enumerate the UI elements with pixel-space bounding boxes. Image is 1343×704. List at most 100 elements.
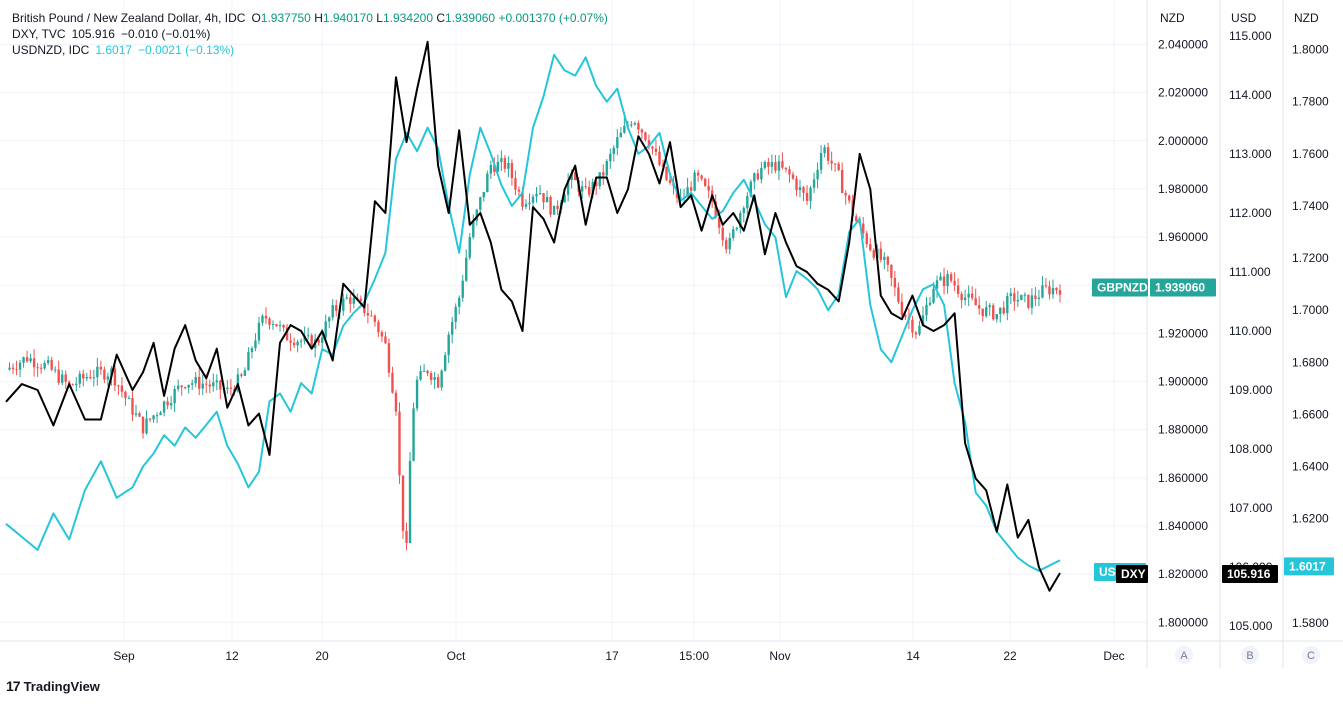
scale-button-c[interactable]: C bbox=[1302, 646, 1320, 664]
candle-body bbox=[949, 274, 953, 281]
candle-body bbox=[700, 175, 703, 179]
gbpnzd-candle bbox=[630, 120, 633, 128]
candle-body bbox=[18, 362, 22, 370]
candle-body bbox=[359, 298, 363, 302]
gbpnzd-candle bbox=[816, 162, 819, 189]
legend-row-main[interactable]: British Pound / New Zealand Dollar, 4h, … bbox=[12, 10, 608, 26]
legend-dxy-value: 105.916 bbox=[71, 27, 115, 41]
gbpnzd-candle bbox=[992, 303, 995, 321]
candle-body bbox=[999, 307, 1002, 315]
time-tick-label: Oct bbox=[447, 649, 466, 663]
gbpnzd-candle bbox=[124, 390, 127, 406]
candle-body bbox=[970, 293, 974, 299]
gbpnzd-candle bbox=[538, 185, 542, 195]
gbpnzd-candle bbox=[75, 377, 78, 392]
candle-body bbox=[183, 387, 187, 389]
candle-body bbox=[763, 161, 767, 168]
candle-body bbox=[623, 125, 626, 133]
candle-body bbox=[781, 161, 784, 168]
candle-body bbox=[735, 227, 738, 230]
legend-o-label: O bbox=[251, 11, 261, 25]
candle-body bbox=[152, 415, 155, 420]
gbpnzd-symbol-tag: GBPNZD bbox=[1092, 278, 1148, 297]
scale-button-b[interactable]: B bbox=[1241, 646, 1259, 664]
usdnzd-price-axis[interactable]: 1.8000 1.7800 1.7600 1.7400 1.7200 1.7000 1.68… bbox=[1292, 43, 1329, 630]
gbpnzd-candle bbox=[271, 320, 275, 330]
gbpnzd-candle bbox=[953, 272, 956, 292]
gbpnzd-candle bbox=[580, 180, 584, 200]
gbpnzd-value-tag-bg bbox=[1150, 278, 1216, 297]
scale-button-a[interactable]: A bbox=[1175, 646, 1193, 664]
gbpnzd-candle bbox=[644, 131, 647, 142]
candle-body bbox=[524, 204, 528, 207]
gbpnzd-candle bbox=[113, 365, 117, 392]
candle-body bbox=[865, 233, 868, 245]
gbpnzd-candle bbox=[960, 291, 963, 309]
candle-body bbox=[1023, 294, 1027, 296]
gbpnzd-candle bbox=[612, 145, 616, 162]
time-axis[interactable]: Sep 12 20 Oct 17 15:00 Nov 14 22 Dec bbox=[113, 649, 1124, 663]
dxy-tick-label: 114.000 bbox=[1229, 88, 1272, 102]
time-tick-label: 12 bbox=[225, 649, 239, 663]
gbpnzd-candle bbox=[401, 475, 405, 539]
gbpnzd-candle bbox=[658, 145, 661, 167]
candle-body bbox=[774, 162, 777, 171]
candle-body bbox=[43, 363, 46, 369]
candle-body bbox=[461, 280, 464, 298]
gbpnzd-tick-label: 1.800000 bbox=[1158, 615, 1208, 629]
candle-body bbox=[739, 213, 742, 228]
gbpnzd-candle bbox=[117, 384, 120, 396]
gbpnzd-candle bbox=[18, 360, 22, 378]
gbpnzd-candle bbox=[1048, 280, 1051, 300]
gbpnzd-candle bbox=[893, 270, 897, 297]
legend-usdnzd-change: −0.0021 (−0.13%) bbox=[138, 43, 235, 57]
gbpnzd-candle bbox=[833, 163, 837, 172]
dxy-tick-label: 111.000 bbox=[1229, 265, 1271, 279]
gbpnzd-candle bbox=[879, 241, 883, 263]
candle-body bbox=[507, 162, 510, 169]
gbpnzd-price-axis[interactable]: 2.040000 2.020000 2.000000 1.980000 1.960000… bbox=[1158, 37, 1208, 629]
gbpnzd-candle bbox=[637, 120, 640, 135]
scale-button-bg bbox=[1241, 646, 1259, 664]
usdnzd-tick-label: 1.7400 bbox=[1292, 199, 1329, 213]
gbpnzd-candles bbox=[8, 116, 1062, 551]
candle-body bbox=[236, 374, 240, 392]
gbpnzd-candle bbox=[373, 314, 377, 327]
gbpnzd-candle bbox=[345, 293, 348, 300]
candle-body bbox=[848, 195, 851, 201]
candle-body bbox=[229, 387, 233, 389]
gbpnzd-candle bbox=[468, 233, 471, 260]
candle-body bbox=[500, 158, 503, 162]
time-tick-label: 17 bbox=[605, 649, 619, 663]
gbpnzd-candle bbox=[243, 367, 247, 377]
legend-row-usdnzd[interactable]: USDNZD, IDC 1.6017 −0.0021 (−0.13%) bbox=[12, 42, 608, 58]
dxy-price-axis[interactable]: 115.000 114.000 113.000 112.000 111.000 110.0… bbox=[1229, 29, 1273, 633]
gbpnzd-candle bbox=[145, 410, 148, 435]
gbpnzd-candle bbox=[173, 385, 176, 413]
candle-body bbox=[198, 376, 201, 389]
dxy-tick-label: 113.000 bbox=[1229, 147, 1272, 161]
usdnzd-value-tag-bg bbox=[1284, 557, 1334, 576]
candle-body bbox=[602, 172, 605, 176]
candle-body bbox=[380, 332, 384, 337]
gbpnzd-candle bbox=[956, 278, 960, 298]
gbpnzd-candle bbox=[264, 307, 268, 325]
gbpnzd-candle bbox=[380, 330, 384, 343]
candle-body bbox=[981, 308, 984, 317]
gbpnzd-candle bbox=[549, 195, 552, 218]
candle-body bbox=[985, 307, 988, 317]
tradingview-brand[interactable]: 17 TradingView bbox=[6, 678, 100, 694]
legend-row-dxy[interactable]: DXY, TVC 105.916 −0.010 (−0.01%) bbox=[12, 26, 608, 42]
scale-buttons[interactable]: A B C bbox=[1175, 646, 1320, 664]
gbpnzd-candle bbox=[763, 160, 767, 170]
gbpnzd-candle bbox=[1013, 287, 1016, 311]
gbpnzd-candle bbox=[22, 356, 25, 368]
usdnzd-tick-label: 1.6800 bbox=[1292, 355, 1329, 369]
gbpnzd-candle bbox=[331, 299, 334, 321]
candle-body bbox=[1016, 299, 1020, 302]
dxy-tick-label: 112.000 bbox=[1229, 206, 1272, 220]
gbpnzd-candle bbox=[904, 313, 907, 321]
gbpnzd-candle bbox=[440, 369, 443, 391]
gbpnzd-candle bbox=[584, 177, 587, 190]
